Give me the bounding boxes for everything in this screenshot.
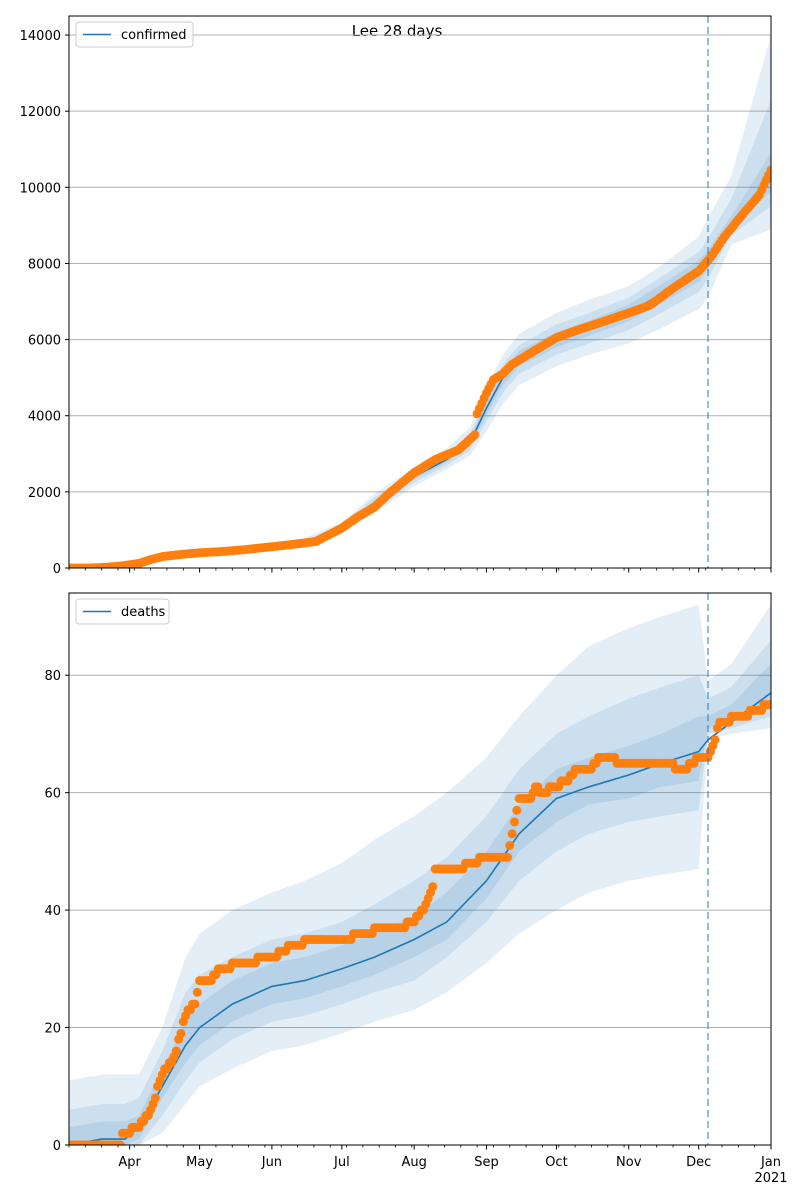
- observed-point: [428, 882, 438, 892]
- y-tick-label: 0: [53, 1139, 61, 1154]
- y-tick-label: 4000: [28, 410, 61, 425]
- uncertainty-band-3: [69, 153, 771, 568]
- y-tick-label: 80: [44, 669, 61, 684]
- x-tick-label: Apr: [118, 1155, 141, 1170]
- observed-point: [505, 841, 515, 850]
- y-tick-label: 14000: [20, 29, 61, 44]
- deaths-legend: deaths: [75, 598, 170, 625]
- confirmed-panel: 0 2000 4000 6000 8000 10000 12000 14000 confirme…: [20, 15, 772, 577]
- uncertainty-band-3: [69, 663, 771, 1145]
- observed-point: [171, 1046, 181, 1056]
- x-tick-label: Sep: [474, 1155, 499, 1170]
- x-tick-label: Jun: [261, 1155, 282, 1170]
- axes-frame: [68, 592, 772, 1146]
- observed-point: [512, 805, 522, 815]
- observed-point: [150, 1093, 160, 1103]
- x-tick-label: 2021: [754, 1171, 787, 1186]
- observed-point: [176, 1028, 186, 1038]
- observed-point: [766, 700, 771, 710]
- confirmed-observed-points: [69, 165, 771, 568]
- observed-point: [190, 999, 200, 1009]
- x-tick-label: Jan: [760, 1155, 781, 1170]
- observed-point: [510, 817, 519, 827]
- uncertainty-band-1: [69, 604, 771, 1145]
- uncertainty-band-1: [69, 35, 771, 568]
- x-tick-label: Nov: [616, 1155, 642, 1170]
- confirmed-legend: confirmed: [75, 21, 194, 48]
- observed-point: [115, 1140, 125, 1145]
- x-tick-label: Oct: [545, 1155, 567, 1170]
- confirmed-median-line: [69, 175, 771, 568]
- observed-point: [192, 987, 202, 997]
- x-tick-label: Aug: [401, 1155, 426, 1170]
- y-tick-label: 8000: [28, 257, 61, 272]
- y-tick-label: 0: [53, 562, 61, 577]
- x-tick-label: Dec: [686, 1155, 711, 1170]
- deaths-observed-points: [69, 700, 771, 1145]
- y-tick-label: 60: [44, 787, 61, 802]
- observed-point: [710, 735, 720, 745]
- y-tick-label: 20: [44, 1022, 61, 1037]
- deaths-panel: 0 20 40 60 80 Apr May Jun Jul Aug Sep Oct Nov Dec Jan2…: [44, 592, 788, 1186]
- y-tick-label: 40: [44, 904, 61, 919]
- axes-frame: [68, 15, 772, 569]
- x-tick-label: Jul: [333, 1155, 350, 1170]
- observed-point: [503, 852, 512, 862]
- observed-point: [766, 165, 771, 175]
- observed-point: [507, 829, 517, 839]
- legend-label: confirmed: [121, 28, 187, 43]
- legend-label: deaths: [121, 605, 166, 620]
- y-tick-label: 6000: [28, 334, 61, 349]
- uncertainty-band-2: [69, 99, 771, 568]
- figure-title: Lee 28 days: [352, 22, 443, 40]
- y-tick-label: 2000: [28, 486, 61, 501]
- observed-point: [470, 430, 480, 440]
- y-tick-label: 12000: [20, 105, 61, 120]
- x-tick-label: May: [186, 1155, 213, 1170]
- y-tick-label: 10000: [20, 181, 61, 196]
